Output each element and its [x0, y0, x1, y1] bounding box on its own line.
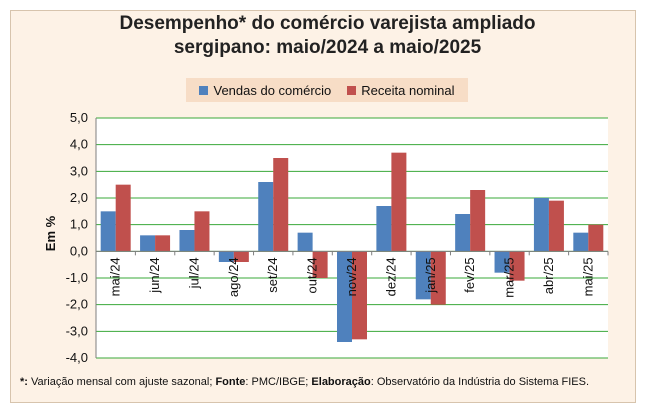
x-tick-label: out/24 — [305, 257, 320, 293]
x-tick-label: jun/24 — [147, 257, 162, 293]
bar-receita — [391, 152, 407, 252]
bar-receita — [115, 184, 131, 252]
footnote-elab-label: Elaboração — [311, 376, 371, 388]
x-tick-label: abr/25 — [541, 257, 556, 294]
y-tick-label: -3,0 — [66, 323, 88, 338]
bar-receita — [194, 211, 210, 252]
bar-receita — [548, 200, 564, 252]
chart-legend: Vendas do comércio Receita nominal — [186, 78, 468, 102]
x-tick-label: nov/24 — [344, 257, 359, 296]
x-tick-label: ago/24 — [226, 257, 241, 297]
legend-label-vendas: Vendas do comércio — [213, 82, 332, 98]
bar-receita — [273, 158, 289, 252]
bar-receita — [509, 251, 525, 281]
y-tick-label: -2,0 — [66, 297, 88, 312]
bar-vendas — [533, 198, 549, 252]
bar-vendas — [376, 206, 392, 252]
chart-title-line-2: sergipano: maio/2024 a maio/2025 — [173, 37, 482, 58]
y-tick-label: 2,0 — [70, 190, 88, 205]
x-tick-label: mar/25 — [502, 257, 517, 297]
bar-vendas — [297, 232, 313, 252]
bar-receita — [233, 251, 249, 262]
bar-vendas — [337, 251, 352, 342]
y-tick-label: -1,0 — [66, 270, 88, 285]
footnote-star-label: *: — [20, 376, 28, 388]
footnote-elab-text: : Observatório da Indústria do Sistema F… — [370, 376, 589, 388]
bar-vendas — [455, 214, 471, 252]
x-tick-label: mai/24 — [108, 257, 123, 296]
x-tick-label: jul/24 — [186, 257, 201, 289]
y-tick-label: 0,0 — [70, 243, 88, 258]
footnote-fonte-label: Fonte — [215, 376, 246, 388]
y-tick-label: -4,0 — [66, 350, 88, 365]
bar-vendas — [100, 211, 116, 252]
bar-vendas — [179, 230, 195, 252]
chart-title-line-1: Desempenho* do comércio varejista amplia… — [119, 13, 536, 34]
x-tick-label: mai/25 — [580, 257, 595, 296]
bar-receita — [312, 251, 328, 278]
x-tick-label: set/24 — [265, 257, 280, 292]
legend-item-receita: Receita nominal — [347, 82, 455, 98]
bar-vendas — [573, 232, 589, 252]
x-tick-label: jan/25 — [423, 257, 438, 293]
bar-receita — [588, 224, 604, 252]
bar-receita — [470, 190, 486, 252]
legend-swatch-vendas — [199, 85, 209, 95]
footnote-star-text: Variação mensal com ajuste sazonal; — [27, 376, 216, 388]
legend-item-vendas: Vendas do comércio — [199, 83, 331, 98]
y-tick-label: 4,0 — [70, 137, 88, 152]
y-tick-label: 5,0 — [70, 110, 88, 125]
bar-vendas — [415, 251, 431, 300]
bar-vendas — [218, 251, 234, 262]
bar-vendas — [494, 251, 510, 273]
x-tick-label: fev/25 — [462, 257, 477, 292]
y-tick-label: 3,0 — [70, 163, 88, 178]
bar-receita — [155, 235, 171, 252]
legend-label-receita: Receita nominal — [361, 82, 455, 98]
footnote-fonte-text: : PMC/IBGE; — [245, 376, 312, 388]
chart-title: Desempenho* do comércio varejista amplia… — [0, 12, 655, 60]
y-tick-label: 1,0 — [70, 217, 88, 232]
bar-receita — [430, 251, 446, 305]
x-tick-label: dez/24 — [383, 257, 398, 296]
bar-vendas — [258, 182, 274, 252]
bar-receita — [352, 251, 367, 340]
bar-vendas — [140, 235, 156, 252]
legend-swatch-receita — [347, 85, 357, 95]
footnote: *: Variação mensal com ajuste sazonal; F… — [20, 376, 589, 388]
